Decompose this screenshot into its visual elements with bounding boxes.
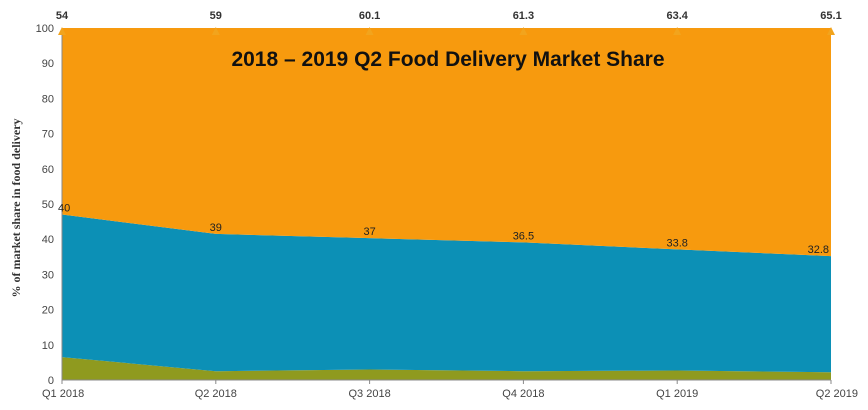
y-tick-label: 60: [42, 164, 54, 176]
top-marker: [673, 27, 682, 35]
boundary-data-label: 37: [363, 226, 375, 238]
x-tick-label: Q4 2018: [502, 388, 544, 400]
boundary-data-label: 40: [58, 203, 70, 215]
area-series-2: [62, 214, 831, 373]
top-data-label: 61.3: [513, 10, 534, 22]
y-tick-label: 90: [42, 58, 54, 70]
areas-layer: [62, 28, 831, 380]
x-tick-label: Q2 2018: [195, 388, 237, 400]
y-tick-label: 70: [42, 129, 54, 141]
top-marker: [519, 27, 528, 35]
x-tick-label: Q2 2019: [816, 388, 858, 400]
area-series-3: [62, 28, 831, 257]
y-tick-label: 100: [36, 23, 54, 35]
y-axis-label: % of market share in food delivery: [9, 118, 23, 297]
top-marker: [211, 27, 220, 35]
chart-title: 2018 – 2019 Q2 Food Delivery Market Shar…: [231, 48, 664, 71]
y-tick-label: 20: [42, 305, 54, 317]
y-tick-label: 50: [42, 199, 54, 211]
boundary-data-label: 32.8: [808, 244, 829, 256]
boundary-data-label: 36.5: [513, 230, 534, 242]
y-tick-label: 80: [42, 93, 54, 105]
top-marker: [827, 27, 835, 35]
y-tick-label: 0: [48, 375, 54, 387]
top-marker: [365, 27, 374, 35]
axes-layer: 0 10 20 30 40 50 60 70 80 90 100 Q1 2018 Q2 2018 Q3 2…: [36, 23, 858, 400]
y-tick-label: 30: [42, 269, 54, 281]
top-data-label: 54: [56, 10, 69, 22]
x-tick-label: Q3 2018: [348, 388, 390, 400]
boundary-data-label: 39: [210, 222, 222, 234]
top-data-label: 63.4: [666, 10, 688, 22]
labels-layer: 54 59 60.1 61.3 63.4 65.1 40 39 37 36.5 33.8 32.8: [56, 10, 842, 256]
y-tick-label: 40: [42, 234, 54, 246]
top-data-label: 60.1: [359, 10, 380, 22]
x-tick-label: Q1 2018: [42, 388, 84, 400]
top-data-label: 65.1: [820, 10, 841, 22]
top-marker: [58, 27, 66, 35]
boundary-data-label: 33.8: [666, 237, 687, 249]
area-series-1: [62, 357, 831, 380]
top-data-label: 59: [210, 10, 222, 22]
y-tick-label: 10: [42, 340, 54, 352]
x-tick-label: Q1 2019: [656, 388, 698, 400]
